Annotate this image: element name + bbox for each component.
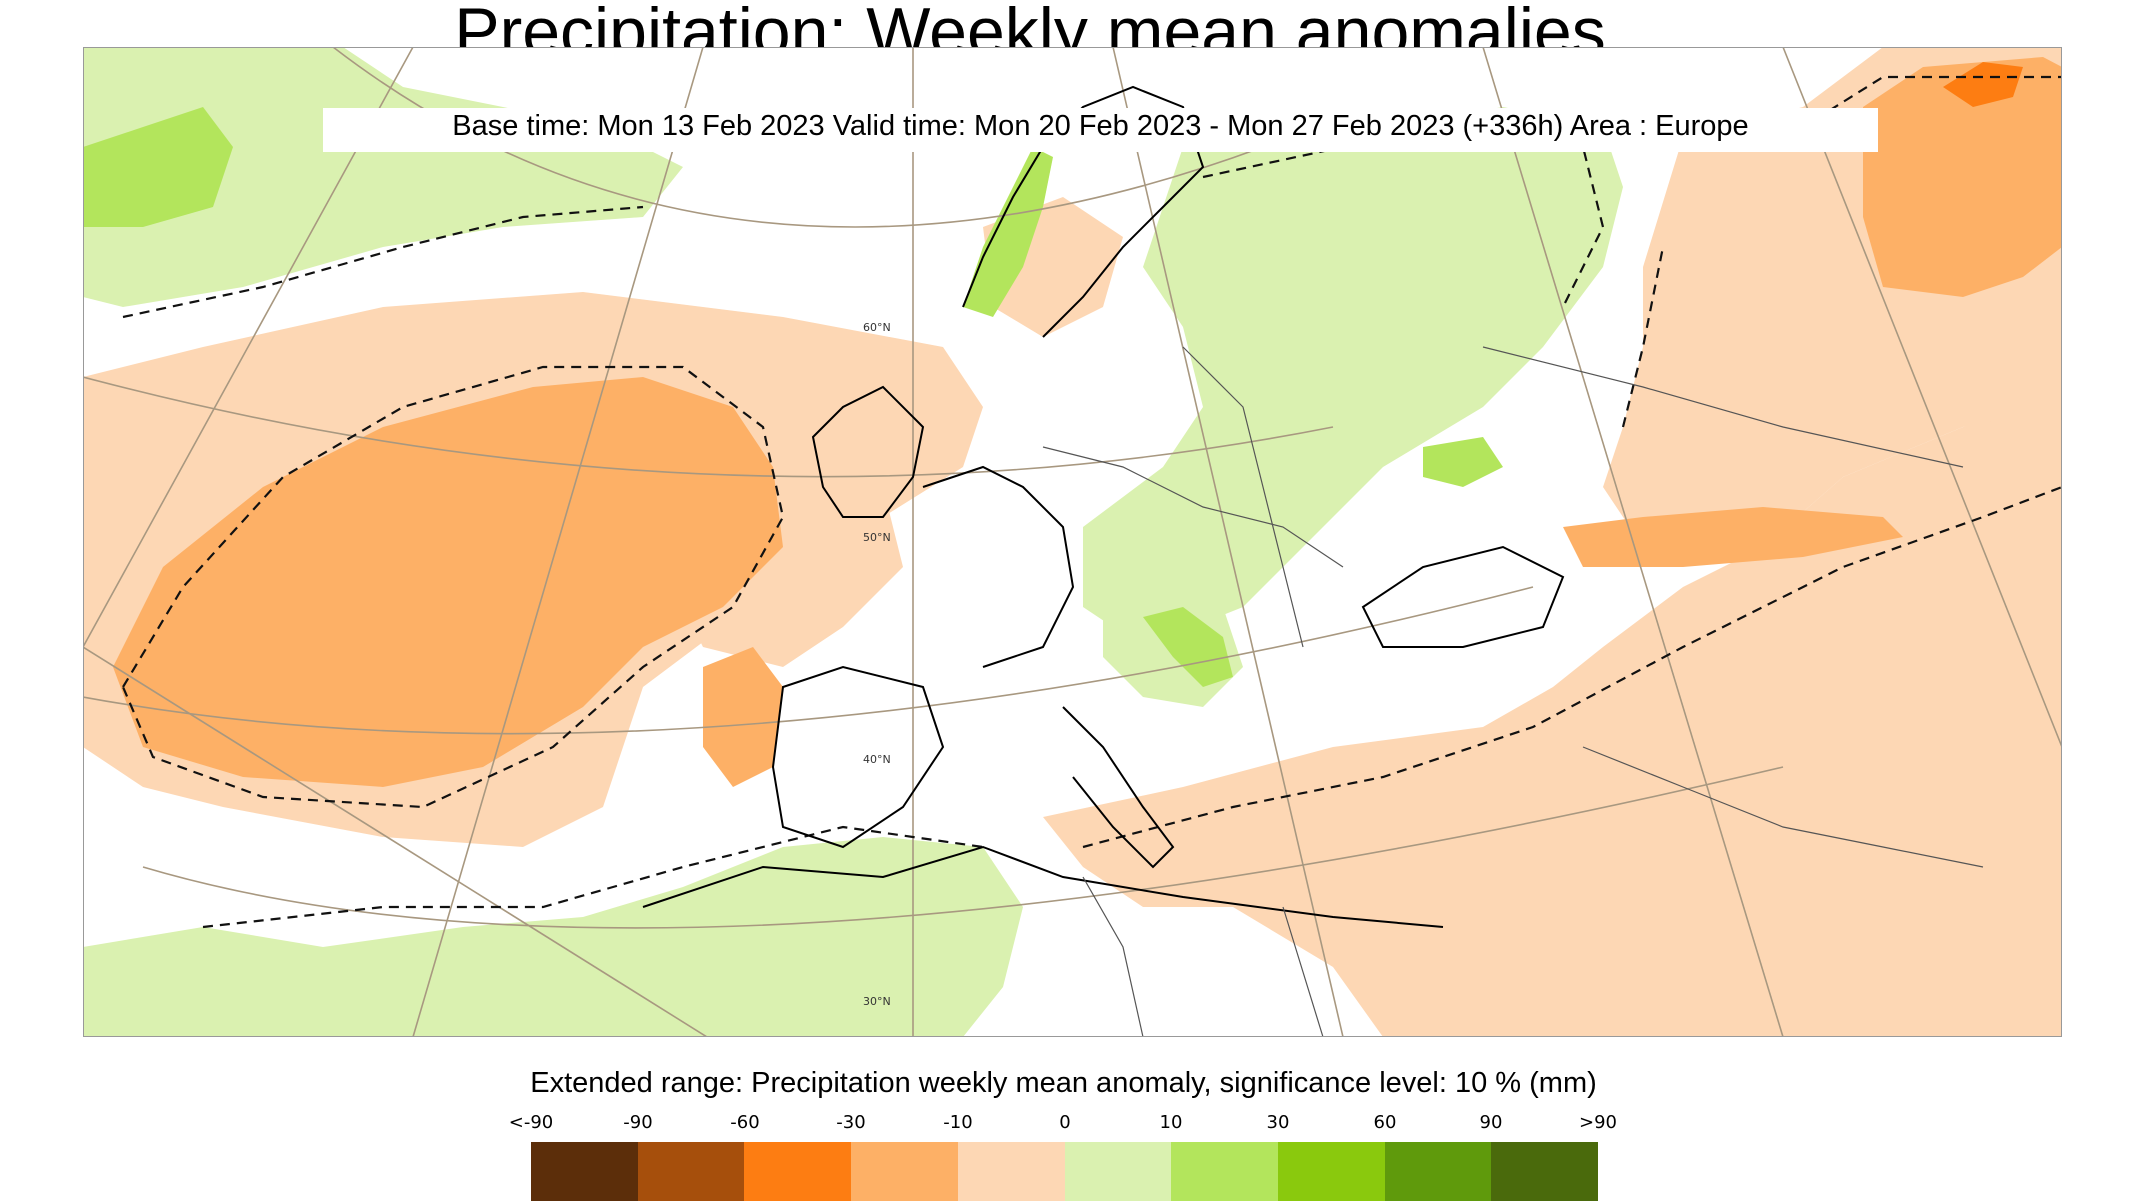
- parallel-40n: [83, 586, 1534, 735]
- parallel-50n: [83, 376, 1334, 478]
- parallel-label-50: 50°N: [863, 531, 891, 544]
- meridian-minus-30: [83, 646, 709, 1037]
- parallel-labels: 60°N 50°N 40°N 30°N: [863, 321, 891, 1008]
- legend-tick-label: >90: [1579, 1112, 1617, 1133]
- anomaly-region-norway-wet: [963, 147, 1053, 317]
- coastlines: [642, 85, 1565, 928]
- legend-title: Extended range: Precipitation weekly mea…: [530, 1067, 1597, 1099]
- border-eastern-europe: [1182, 346, 1304, 648]
- graticule: [83, 47, 2062, 1037]
- meridian-minus-10: [412, 47, 704, 1037]
- border-middle-east: [1582, 746, 1984, 868]
- legend-swatch: [531, 1142, 638, 1201]
- anomaly-region-volga-dry: [1563, 507, 1903, 567]
- legend-tick-label: 90: [1479, 1112, 1503, 1133]
- anomaly-region-balkans-wet: [1143, 607, 1233, 687]
- meridian-30: [1782, 47, 2062, 748]
- coastline-western-europe: [922, 465, 1075, 668]
- significance-contour-atlantic: [121, 365, 785, 809]
- border-central-europe: [1042, 446, 1344, 568]
- border-north-africa: [1082, 876, 1324, 1037]
- legend-swatch: [1064, 1142, 1172, 1201]
- coastline-italy: [1062, 706, 1175, 869]
- anomaly-map: 60°N 50°N 40°N 30°N: [83, 47, 2062, 1037]
- parallel-label-40: 40°N: [863, 753, 891, 766]
- page-subtitle: Base time: Mon 13 Feb 2023 Valid time: M…: [323, 108, 1878, 152]
- legend-swatch: [1171, 1142, 1278, 1201]
- map-frame: [83, 47, 2062, 1037]
- anomaly-region-greenland-light-wet: [83, 47, 683, 307]
- legend-tick-label: -90: [623, 1112, 653, 1133]
- legend-swatch: [1277, 1142, 1385, 1201]
- coastline-black-sea: [1361, 545, 1565, 648]
- legend-swatch: [851, 1142, 958, 1201]
- legend-tick-label: -60: [730, 1112, 760, 1133]
- parallel-label-30: 30°N: [863, 995, 891, 1008]
- legend-tick-label: 10: [1159, 1112, 1183, 1133]
- legend-colorbar: [531, 1142, 1599, 1201]
- legend-tick-label: 30: [1266, 1112, 1290, 1133]
- legend-tick-label: -10: [943, 1112, 973, 1133]
- coastline-scandinavia: [962, 85, 1205, 338]
- anomaly-region-portugal-dry: [703, 647, 783, 787]
- legend-swatch: [744, 1142, 852, 1201]
- legend-tick-label: <-90: [508, 1112, 554, 1133]
- legend-tick-label: 0: [1059, 1112, 1071, 1133]
- anomaly-region-north-africa-light-wet: [83, 837, 1023, 1037]
- country-borders: [1042, 346, 1984, 1037]
- meridian-20: [1482, 47, 1784, 1037]
- anomaly-region-mediterranean-light-dry: [1043, 397, 2062, 1037]
- significance-contour-north-africa: [202, 825, 984, 929]
- significance-contour-mediterranean: [1082, 485, 2062, 849]
- significance-contour-east: [1202, 125, 1605, 308]
- legend-swatch: [637, 1142, 745, 1201]
- anomaly-region-labrador-wet: [83, 107, 233, 227]
- coastline-north-africa: [642, 845, 1444, 928]
- border-russia: [1482, 346, 1964, 468]
- anomaly-region-black-sea-wet: [1423, 437, 1503, 487]
- anomaly-region-eastern-europe-light-wet: [1083, 107, 1623, 647]
- parallel-label-60: 60°N: [863, 321, 891, 334]
- parallel-30n: [142, 766, 1784, 929]
- coastline-british-isles: [811, 385, 925, 518]
- legend-tick-label: -30: [836, 1112, 866, 1133]
- legend-swatch: [1384, 1142, 1492, 1201]
- legend-ticks: <-90 -90 -60 -30 -10 0 10 30 60 90 >90: [0, 1112, 2139, 1134]
- meridian-10: [1112, 47, 1344, 1037]
- anomaly-region-russia-dry: [1863, 57, 2062, 297]
- legend-swatch: [957, 1142, 1065, 1201]
- map-canvas: 60°N 50°N 40°N 30°N: [83, 47, 2062, 1037]
- anomaly-region-urals-very-dry: [1943, 62, 2023, 107]
- legend-swatch: [1491, 1142, 1599, 1201]
- coastline-iberia: [771, 665, 945, 849]
- legend-tick-label: 60: [1373, 1112, 1397, 1133]
